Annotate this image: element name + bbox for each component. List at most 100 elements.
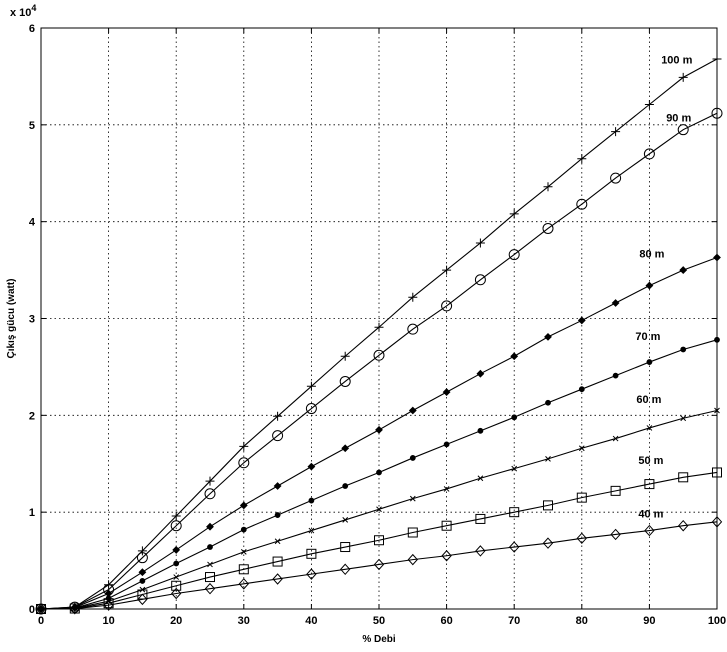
y-tick-label: 5	[29, 120, 35, 132]
data-point	[408, 292, 418, 302]
data-point	[576, 532, 587, 545]
data-point	[510, 352, 519, 361]
data-point	[542, 537, 554, 549]
data-point	[509, 507, 520, 518]
x-tick-label: 90	[643, 615, 655, 627]
data-point	[577, 316, 586, 325]
series-line	[40, 112, 718, 610]
data-point	[240, 549, 247, 555]
y-axis: 0 1 2 3 4 5 6	[29, 23, 717, 616]
data-point	[373, 558, 385, 571]
data-point	[306, 381, 316, 391]
data-point	[308, 497, 315, 504]
data-point	[712, 467, 722, 478]
data-point	[441, 549, 452, 562]
data-point	[204, 582, 216, 595]
data-point	[679, 266, 688, 274]
data-point	[475, 238, 485, 248]
data-point	[35, 603, 47, 615]
data-point	[576, 198, 588, 210]
series-label: 90 m	[666, 113, 691, 125]
data-point	[239, 501, 248, 510]
data-point	[610, 528, 621, 541]
data-point	[207, 544, 213, 550]
data-point	[138, 568, 147, 577]
data-point	[206, 522, 214, 531]
data-point	[171, 580, 182, 591]
data-point	[711, 107, 723, 119]
data-point	[714, 407, 720, 414]
data-point	[646, 359, 653, 365]
data-point	[205, 572, 215, 583]
data-point	[240, 526, 247, 533]
data-point	[137, 546, 147, 556]
grid	[41, 28, 717, 609]
data-point	[407, 553, 418, 566]
x-tick-label: 10	[102, 615, 114, 627]
data-point	[205, 476, 215, 486]
data-point	[341, 444, 350, 453]
data-point	[171, 587, 182, 600]
data-point	[646, 425, 653, 431]
data-point	[678, 72, 688, 82]
data-point	[204, 488, 216, 500]
data-point	[373, 349, 385, 361]
y-axis-title: Çıkış gücu (watt)	[6, 278, 17, 358]
data-point	[678, 519, 689, 532]
data-point	[239, 441, 249, 451]
series-label: 70 m	[635, 331, 660, 343]
x-tick-label: 0	[38, 615, 44, 627]
x-tick-label: 40	[305, 615, 317, 627]
series-label: 40 m	[638, 509, 663, 521]
data-point	[545, 456, 551, 462]
data-point	[307, 462, 316, 471]
data-point	[578, 445, 585, 452]
data-point	[477, 475, 484, 482]
y-tick-label: 0	[29, 604, 35, 616]
data-point	[643, 148, 655, 160]
data-point	[136, 552, 148, 564]
data-point	[442, 388, 451, 397]
y-tick-label: 1	[29, 507, 35, 519]
series-label: 100 m	[661, 54, 692, 66]
data-point	[511, 414, 518, 421]
data-point	[170, 520, 182, 532]
x-tick-label: 80	[576, 615, 588, 627]
data-point	[207, 561, 213, 568]
data-point	[475, 513, 486, 524]
data-point	[376, 469, 382, 476]
data-point	[678, 472, 689, 483]
data-point	[340, 563, 351, 576]
series-100m	[36, 54, 722, 614]
x-tick-label: 70	[508, 615, 520, 627]
data-point	[680, 346, 687, 353]
y-exponent-base: x 10	[10, 7, 31, 19]
data-point	[374, 535, 384, 546]
data-point	[272, 556, 283, 567]
data-point	[441, 520, 452, 531]
data-point	[342, 483, 349, 489]
data-point	[171, 511, 181, 521]
data-point	[172, 546, 181, 554]
x-tick-label: 60	[440, 615, 452, 627]
data-point	[306, 568, 317, 580]
series-label: 80 m	[639, 249, 664, 261]
data-point	[340, 542, 351, 553]
data-point	[713, 253, 721, 262]
data-point	[611, 127, 621, 137]
series-90m	[35, 107, 723, 615]
data-point	[680, 415, 687, 422]
data-point	[407, 323, 419, 335]
data-point	[711, 516, 723, 528]
data-point	[508, 249, 520, 261]
y-tick-label: 6	[29, 23, 35, 35]
data-point	[139, 578, 146, 584]
y-tick-label: 2	[29, 410, 35, 422]
data-point	[274, 538, 281, 545]
data-point	[576, 492, 587, 503]
data-point	[409, 455, 416, 461]
data-point	[408, 406, 417, 415]
data-point	[441, 300, 453, 312]
y-tick-label: 3	[29, 314, 35, 326]
